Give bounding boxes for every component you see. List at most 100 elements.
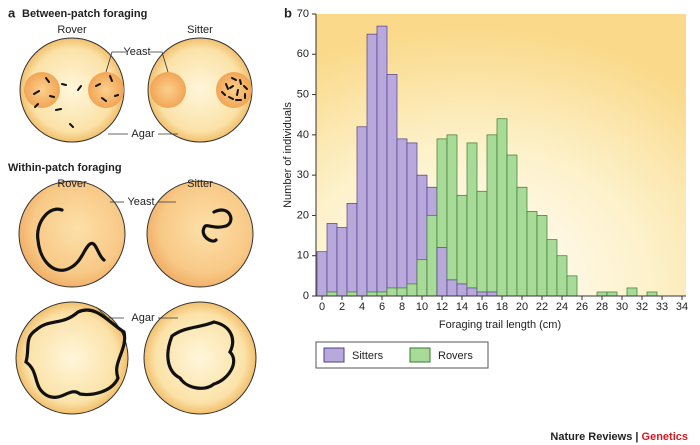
x-tick-label: 33 <box>656 301 668 313</box>
bar <box>446 279 458 297</box>
dish <box>143 301 257 415</box>
x-tick-label: 16 <box>476 301 488 313</box>
bar <box>486 134 498 297</box>
bar <box>326 291 338 297</box>
yeast-patch <box>150 72 186 108</box>
x-tick-label: 20 <box>516 301 528 313</box>
journal: Nature Reviews <box>550 431 632 443</box>
bar <box>396 287 408 297</box>
divider: | <box>635 431 638 443</box>
trail <box>201 208 233 243</box>
y-tick-label: 40 <box>297 129 309 141</box>
bar <box>526 211 538 297</box>
x-tick-label: 4 <box>359 301 365 313</box>
x-tick-label: 22 <box>536 301 548 313</box>
bar <box>456 194 468 297</box>
bar <box>406 283 418 297</box>
legend <box>315 341 489 369</box>
panel-label: a <box>8 5 16 20</box>
bar <box>486 291 498 297</box>
bar <box>336 227 348 297</box>
dish <box>15 301 129 415</box>
x-tick-label: 6 <box>379 301 385 313</box>
bar <box>536 215 548 297</box>
y-tick-label: 30 <box>297 169 309 181</box>
bar <box>406 142 418 297</box>
bar <box>476 190 488 297</box>
callout: Yeast <box>127 196 154 208</box>
bar <box>366 33 378 297</box>
bar <box>626 287 638 297</box>
bar <box>446 134 458 297</box>
bar <box>356 126 368 297</box>
x-tick-label: 0 <box>319 301 325 313</box>
dish-label: Sitter <box>187 24 213 36</box>
legend-swatch <box>323 347 345 363</box>
bar <box>346 202 358 297</box>
larvae <box>33 75 248 128</box>
panel-label: b <box>284 5 292 20</box>
x-tick-label: 28 <box>596 301 608 313</box>
bar <box>396 138 408 297</box>
bar <box>426 215 438 297</box>
dish-label: Sitter <box>187 178 213 190</box>
x-tick-label: 18 <box>496 301 508 313</box>
x-tick-label: 34 <box>676 301 688 313</box>
legend-swatch <box>409 347 431 363</box>
y-axis-label: Number of individuals <box>282 102 294 208</box>
bar <box>496 118 508 297</box>
bar <box>436 247 448 297</box>
dish <box>18 180 126 288</box>
legend-label: Sitters <box>352 350 384 362</box>
x-tick-label: 2 <box>339 301 345 313</box>
bar <box>466 287 478 297</box>
y-tick-label: 20 <box>297 209 309 221</box>
bar <box>326 223 338 297</box>
trail <box>24 308 127 399</box>
y-tick-label: 60 <box>297 48 309 60</box>
bar <box>476 291 488 297</box>
yeast-patch <box>88 72 124 108</box>
x-tick-label: 14 <box>456 301 468 313</box>
bar <box>376 25 388 297</box>
bar <box>546 239 558 297</box>
bar <box>606 291 618 297</box>
trail <box>166 320 236 390</box>
bar <box>416 259 428 297</box>
x-tick-label: 10 <box>416 301 428 313</box>
bar <box>386 74 398 297</box>
panel-a <box>15 37 257 415</box>
bar <box>456 283 468 297</box>
bar <box>366 291 378 297</box>
trail <box>36 207 106 272</box>
bar <box>596 291 608 297</box>
y-tick-label: 50 <box>297 88 309 100</box>
section-title: Between-patch foraging <box>22 8 147 20</box>
x-tick-label: 24 <box>556 301 568 313</box>
y-tick-label: 70 <box>297 8 309 20</box>
bar <box>556 255 568 297</box>
bar <box>376 291 388 297</box>
x-tick-label: 8 <box>399 301 405 313</box>
yeast-patch <box>216 72 252 108</box>
dish-label: Rover <box>57 178 87 190</box>
bar <box>316 251 328 297</box>
x-tick-label: 32 <box>636 301 648 313</box>
section-title: Within-patch foraging <box>8 162 122 174</box>
bar <box>346 291 358 297</box>
yeast-patch <box>24 72 60 108</box>
bar <box>506 154 518 297</box>
footer: Nature Reviews | Genetics <box>550 431 688 443</box>
callout: Yeast <box>123 46 150 58</box>
x-tick-label: 26 <box>576 301 588 313</box>
dish-label: Rover <box>57 24 87 36</box>
bar <box>516 186 528 297</box>
bar <box>386 287 398 297</box>
dish <box>146 180 254 288</box>
bar <box>466 142 478 297</box>
y-tick-label: 10 <box>297 250 309 262</box>
bar <box>566 275 578 297</box>
section: Genetics <box>642 431 688 443</box>
callout: Agar <box>131 128 155 140</box>
